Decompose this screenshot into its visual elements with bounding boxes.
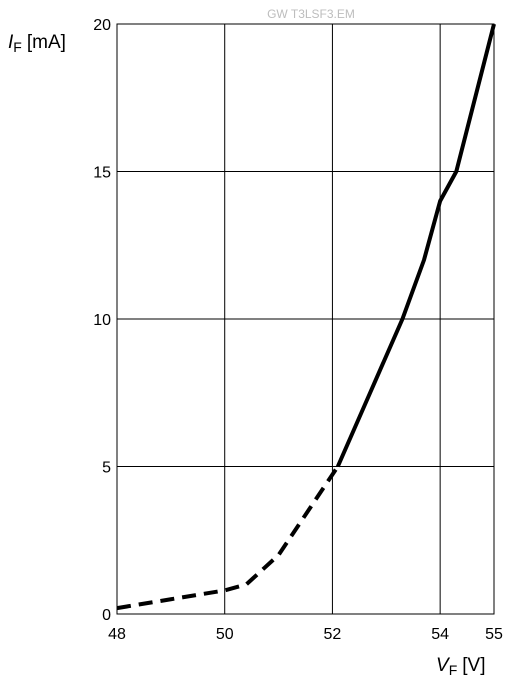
x-tick-label: 52: [324, 626, 342, 643]
y-tick-label: 5: [102, 460, 111, 477]
y-tick-label: 0: [102, 607, 111, 624]
x-tick-label: 48: [108, 626, 126, 643]
x-tick-labels: 48 50 52 54 55: [108, 626, 503, 643]
y-axis-label: IF [mA]: [8, 32, 66, 55]
watermark-text: GW T3LSF3.EM: [267, 7, 355, 21]
y-axis-label-main: I: [8, 32, 14, 53]
series-group: [116, 23, 496, 611]
x-tick-label: 50: [216, 626, 234, 643]
x-axis-label-main: V: [436, 655, 451, 676]
y-tick-label: 20: [93, 17, 111, 34]
x-axis-label-unit: [V]: [462, 655, 485, 676]
x-axis-label: VF [V]: [436, 655, 485, 678]
series-line-solid: [335, 23, 496, 468]
series-line-dashed: [116, 465, 340, 611]
y-tick-label: 10: [93, 312, 111, 329]
plot-frame: [116, 23, 495, 615]
grid: [117, 23, 495, 614]
y-axis-label-sub: F: [13, 39, 22, 55]
x-tick-label: 55: [485, 626, 503, 643]
x-tick-label: 54: [431, 626, 449, 643]
y-tick-labels: 0 5 10 15 20: [93, 17, 111, 624]
y-tick-label: 15: [93, 165, 111, 182]
y-axis-label-unit: [mA]: [27, 32, 66, 53]
x-axis-label-sub: F: [449, 662, 458, 678]
